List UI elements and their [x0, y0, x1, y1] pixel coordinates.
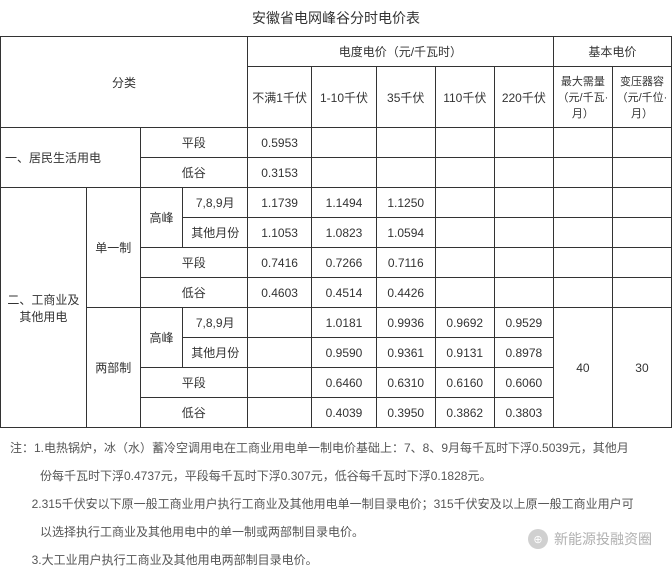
cell: 0.6060	[494, 368, 553, 398]
note-1b: 份每千瓦时下浮0.4737元，平段每千瓦时下浮0.307元，低谷每千瓦时下浮0.…	[10, 464, 662, 488]
cell: 0.7266	[312, 248, 376, 278]
header-basic-price: 基本电价	[553, 37, 671, 67]
cell: 1.0594	[376, 218, 435, 248]
cell: 1.0181	[312, 308, 376, 338]
single-flat-label: 平段	[140, 248, 247, 278]
header-t3: 35千伏	[376, 67, 435, 128]
res-flat-label: 平段	[140, 128, 247, 158]
row-commercial: 二、工商业及其他用电	[1, 188, 87, 428]
cell: 0.9692	[435, 308, 494, 338]
single-peak-789-label: 7,8,9月	[183, 188, 247, 218]
cell: 0.4603	[247, 278, 311, 308]
two-transformer: 30	[612, 308, 671, 428]
two-flat-label: 平段	[140, 368, 247, 398]
header-t1: 不满1千伏	[247, 67, 311, 128]
header-category: 分类	[1, 37, 248, 128]
res-valley-t1: 0.3153	[247, 158, 311, 188]
header-t2: 1-10千伏	[312, 67, 376, 128]
single-label: 单一制	[86, 188, 140, 308]
cell: 0.9529	[494, 308, 553, 338]
cell: 1.1053	[247, 218, 311, 248]
cell: 0.3950	[376, 398, 435, 428]
res-valley-label: 低谷	[140, 158, 247, 188]
two-max-demand: 40	[553, 308, 612, 428]
single-peak-label: 高峰	[140, 188, 183, 248]
cell: 0.3803	[494, 398, 553, 428]
cell: 0.4426	[376, 278, 435, 308]
two-peak-789-label: 7,8,9月	[183, 308, 247, 338]
cell: 0.6160	[435, 368, 494, 398]
cell: 0.9361	[376, 338, 435, 368]
cell: 0.9131	[435, 338, 494, 368]
header-energy-price: 电度电价（元/千瓦时）	[247, 37, 553, 67]
header-transformer: 变压器容（元/千位·月）	[612, 67, 671, 128]
row-residential: 一、居民生活用电	[1, 128, 141, 188]
watermark-text: 新能源投融资圈	[554, 529, 652, 549]
cell: 1.1739	[247, 188, 311, 218]
page-title: 安徽省电网峰谷分时电价表	[0, 0, 672, 36]
price-table: 分类 电度电价（元/千瓦时） 基本电价 不满1千伏 1-10千伏 35千伏 11…	[0, 36, 672, 428]
cell: 0.9590	[312, 338, 376, 368]
cell: 0.4514	[312, 278, 376, 308]
header-max-demand: 最大需量（元/千瓦·月）	[553, 67, 612, 128]
cell: 0.6460	[312, 368, 376, 398]
cell: 1.0823	[312, 218, 376, 248]
note-2a: 2.315千伏安以下原一般工商业用户执行工商业及其他用电单一制目录电价；315千…	[10, 492, 662, 516]
single-peak-other-label: 其他月份	[183, 218, 247, 248]
header-t4: 110千伏	[435, 67, 494, 128]
two-valley-label: 低谷	[140, 398, 247, 428]
cell: 0.9936	[376, 308, 435, 338]
cell: 0.3862	[435, 398, 494, 428]
two-peak-label: 高峰	[140, 308, 183, 368]
two-peak-other-label: 其他月份	[183, 338, 247, 368]
note-1a: 注：1.电热锅炉，冰（水）蓄冷空调用电在工商业用电单一制电价基础上：7、8、9月…	[10, 436, 662, 460]
cell: 0.8978	[494, 338, 553, 368]
cell: 1.1494	[312, 188, 376, 218]
cell: 1.1250	[376, 188, 435, 218]
wechat-icon: ⊕	[528, 529, 548, 549]
single-valley-label: 低谷	[140, 278, 247, 308]
cell: 0.7116	[376, 248, 435, 278]
res-flat-t1: 0.5953	[247, 128, 311, 158]
cell: 0.6310	[376, 368, 435, 398]
cell: 0.7416	[247, 248, 311, 278]
note-3: 3.大工业用户执行工商业及其他用电两部制目录电价。	[10, 548, 662, 572]
two-label: 两部制	[86, 308, 140, 428]
cell: 0.4039	[312, 398, 376, 428]
watermark: ⊕ 新能源投融资圈	[528, 529, 652, 549]
header-t5: 220千伏	[494, 67, 553, 128]
